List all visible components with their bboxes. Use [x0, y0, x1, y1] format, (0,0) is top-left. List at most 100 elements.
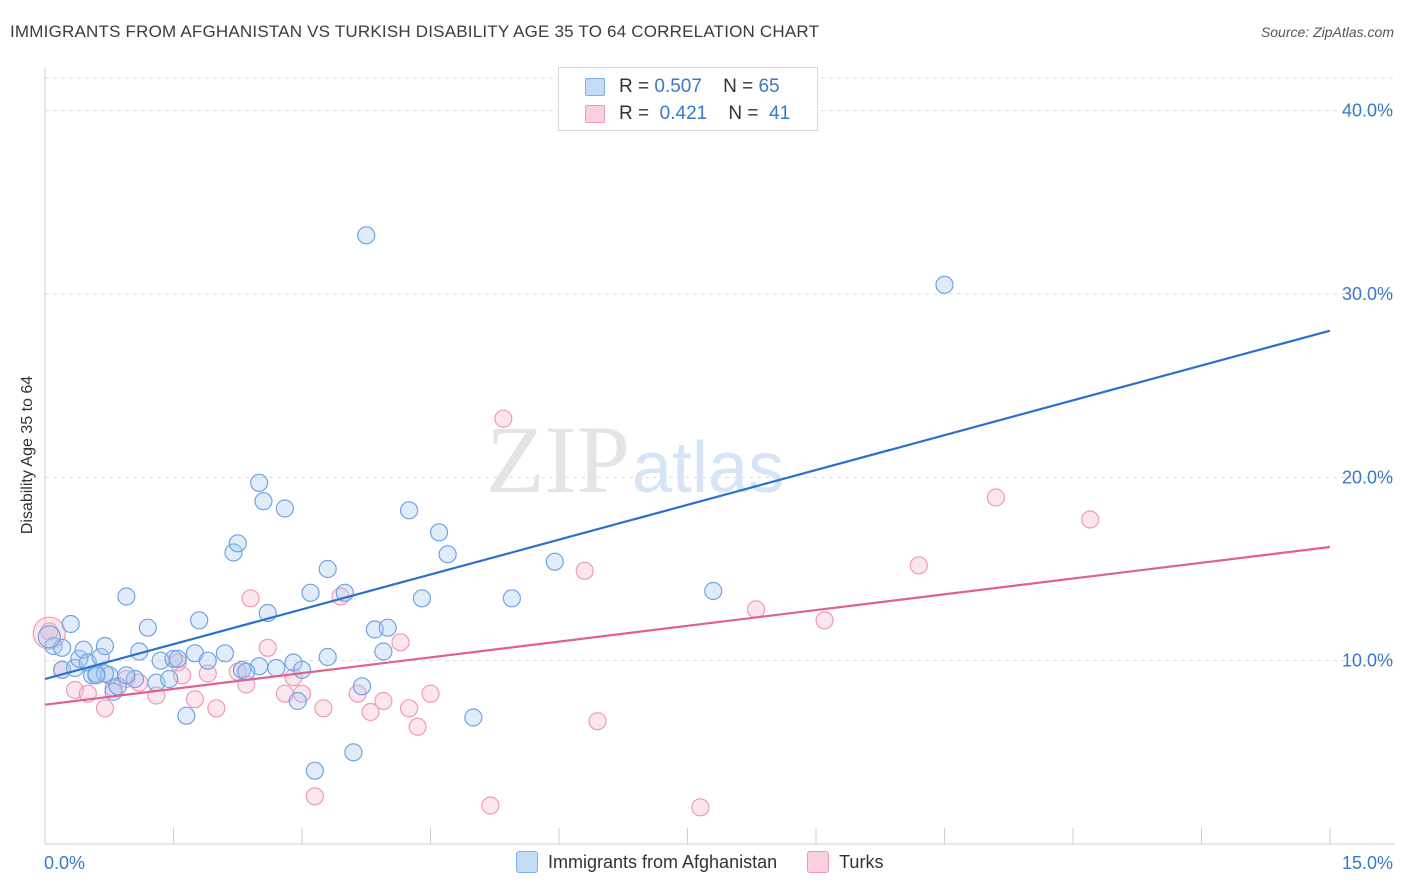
data-point-turks	[481, 796, 500, 815]
legend-r-label: R =	[619, 103, 650, 124]
data-point-turks	[258, 638, 277, 657]
data-point-afghanistan	[275, 499, 294, 518]
data-point-turks	[815, 611, 834, 630]
data-point-afghanistan	[37, 625, 61, 649]
series-swatch-turks	[807, 851, 830, 873]
data-point-afghanistan	[344, 743, 363, 762]
data-point-turks	[746, 600, 766, 619]
data-point-afghanistan	[190, 611, 209, 630]
data-point-turks	[198, 664, 217, 683]
data-point-afghanistan	[168, 649, 187, 668]
data-point-afghanistan	[95, 636, 115, 656]
data-point-afghanistan	[61, 614, 80, 634]
data-point-afghanistan	[935, 275, 954, 294]
legend-row-afghanistan: R = 0.507 N = 65	[585, 75, 780, 99]
legend-swatch-turks	[585, 105, 605, 123]
data-point-afghanistan	[357, 226, 376, 245]
data-point-afghanistan	[301, 583, 320, 602]
data-point-afghanistan	[237, 662, 256, 681]
x-tick-label: 0.0%	[44, 853, 85, 873]
data-point-afghanistan	[250, 473, 269, 492]
data-point-afghanistan	[378, 618, 397, 637]
data-point-afghanistan	[288, 691, 307, 711]
legend-row-turks: R = 0.421 N = 41	[585, 102, 790, 126]
trend-lines	[44, 329, 1331, 706]
data-point-turks	[361, 702, 380, 722]
data-point-turks	[575, 561, 594, 580]
data-point-turks	[494, 409, 513, 428]
data-point-afghanistan	[305, 761, 324, 780]
data-point-afghanistan	[117, 666, 136, 685]
series-afghanistan	[37, 226, 954, 780]
data-point-afghanistan	[224, 543, 243, 562]
legend-n-value: 65	[758, 76, 780, 97]
legend-n-value: 41	[769, 103, 791, 124]
data-point-afghanistan	[164, 649, 183, 668]
watermark-atlas: atlas	[632, 428, 784, 508]
tick-labels: 10.0% 20.0% 30.0% 40.0% 0.0% 15.0%	[44, 101, 1393, 873]
data-point-turks	[691, 798, 710, 817]
data-point-afghanistan	[704, 581, 723, 601]
data-point-afghanistan	[160, 669, 179, 689]
chart-title: IMMIGRANTS FROM AFGHANISTAN VS TURKISH D…	[10, 22, 820, 41]
data-point-afghanistan	[502, 589, 521, 608]
data-point-turks	[374, 691, 393, 711]
series-legend: Immigrants from Afghanistan Turks	[516, 851, 883, 873]
correlation-legend: R = 0.507 N = 65 R = 0.421 N = 41	[558, 67, 818, 131]
data-point-afghanistan	[254, 492, 273, 511]
grid-lines	[45, 77, 1395, 662]
axes	[44, 68, 1395, 845]
legend-n-label: N =	[723, 76, 754, 97]
y-tick-label: 20.0%	[1342, 467, 1393, 487]
data-point-afghanistan	[429, 523, 449, 542]
data-point-afghanistan	[412, 589, 432, 608]
trend-line-afghanistan	[44, 329, 1331, 681]
series-label-afghanistan: Immigrants from Afghanistan	[548, 851, 778, 872]
data-point-afghanistan	[352, 677, 372, 696]
data-point-afghanistan	[374, 642, 393, 661]
data-point-afghanistan	[198, 651, 217, 670]
data-point-afghanistan	[318, 647, 337, 667]
y-tick-label: 30.0%	[1342, 284, 1393, 304]
data-point-turks	[185, 690, 205, 709]
data-point-turks	[399, 699, 419, 718]
y-axis-label: Disability Age 35 to 64	[19, 375, 36, 535]
data-point-afghanistan	[117, 587, 136, 606]
data-point-afghanistan	[399, 501, 419, 520]
data-point-turks	[305, 787, 324, 806]
watermark: ZIP atlas	[486, 406, 784, 513]
legend-r-value: 0.421	[659, 103, 708, 124]
legend-n-label: N =	[728, 103, 759, 124]
data-point-turks	[421, 684, 440, 703]
y-tick-label: 10.0%	[1342, 651, 1393, 671]
legend-r-value: 0.507	[654, 76, 702, 97]
source-label: Source: ZipAtlas.com	[1260, 24, 1394, 40]
data-point-turks	[95, 699, 115, 718]
trend-line-turks	[44, 545, 1331, 706]
data-point-afghanistan	[138, 618, 157, 637]
data-point-afghanistan	[215, 644, 234, 663]
data-point-afghanistan	[267, 658, 286, 678]
y-tick-label: 40.0%	[1342, 101, 1393, 121]
data-point-afghanistan	[177, 706, 196, 725]
legend-r-label: R =	[619, 76, 650, 97]
series-swatch-afghanistan	[516, 851, 538, 873]
data-point-turks	[986, 488, 1006, 507]
data-point-turks	[408, 717, 427, 736]
legend-swatch-afghanistan	[585, 78, 605, 96]
data-point-afghanistan	[464, 708, 483, 727]
data-point-afghanistan	[87, 666, 106, 685]
data-point-turks	[1081, 510, 1100, 529]
series-label-turks: Turks	[839, 851, 884, 872]
data-point-turks	[391, 633, 410, 652]
data-point-turks	[207, 699, 226, 718]
data-point-turks	[909, 556, 928, 575]
data-point-turks	[588, 712, 607, 731]
data-point-turks	[314, 699, 333, 718]
x-tick-label: 15.0%	[1342, 853, 1393, 873]
data-point-turks	[241, 589, 260, 608]
data-point-afghanistan	[292, 660, 312, 679]
data-point-afghanistan	[438, 545, 457, 564]
data-point-afghanistan	[228, 534, 247, 553]
